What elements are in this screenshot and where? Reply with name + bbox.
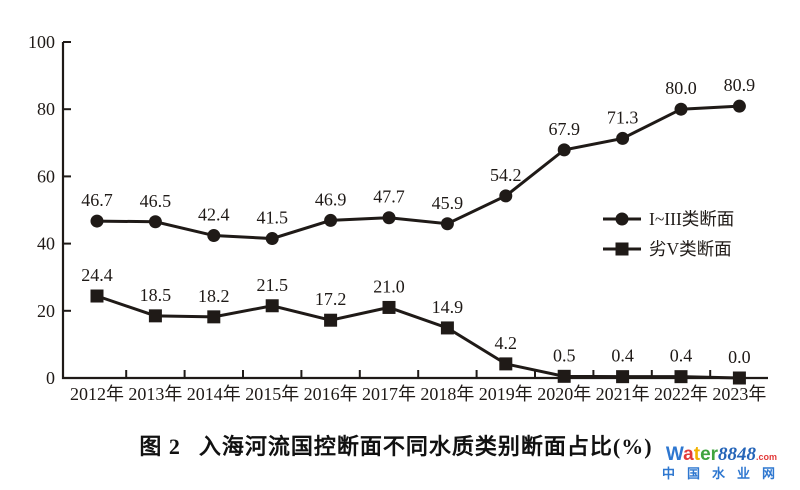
data-label: 24.4 xyxy=(81,265,113,285)
data-point-circle xyxy=(674,102,688,116)
data-point-circle xyxy=(499,189,513,203)
x-tick-label: 2019年 xyxy=(479,384,533,404)
data-label: 71.3 xyxy=(607,107,639,127)
data-point-circle xyxy=(557,143,571,157)
figure-caption: 图 2 入海河流国控断面不同水质类别断面占比(%) xyxy=(0,429,792,461)
x-tick-label: 2022年 xyxy=(654,384,708,404)
data-label: 0.4 xyxy=(611,346,634,366)
data-label: 46.5 xyxy=(140,191,172,211)
watermark-letter: a xyxy=(683,444,694,465)
y-tick-label: 20 xyxy=(37,301,55,321)
data-point-square xyxy=(324,313,338,327)
data-point-square xyxy=(674,370,688,384)
data-label: 54.2 xyxy=(490,165,522,185)
data-point-square xyxy=(90,289,104,303)
x-tick-label: 2016年 xyxy=(304,384,358,404)
watermark-brand-word: Water xyxy=(666,444,718,465)
data-label: 80.0 xyxy=(665,78,697,98)
data-label: 80.9 xyxy=(724,75,756,95)
data-point-square xyxy=(265,299,279,313)
watermark: Water8848.com 中国水业网 xyxy=(649,445,794,480)
data-label: 18.2 xyxy=(198,286,230,306)
data-label: 17.2 xyxy=(315,289,347,309)
legend-marker-circle xyxy=(615,212,629,226)
data-point-square xyxy=(557,369,571,383)
watermark-letter: e xyxy=(700,444,711,465)
figure-caption-text: 入海河流国控断面不同水质类别断面占比(%) xyxy=(198,434,653,459)
data-point-square xyxy=(499,357,513,371)
x-tick-label: 2017年 xyxy=(362,384,416,404)
data-point-circle xyxy=(265,232,279,246)
data-point-circle xyxy=(324,213,338,227)
data-label: 46.9 xyxy=(315,189,347,209)
data-label: 46.7 xyxy=(81,190,113,210)
data-point-square xyxy=(382,300,396,314)
y-tick-label: 60 xyxy=(37,166,55,186)
y-tick-label: 100 xyxy=(28,32,55,52)
figure-caption-label: 图 2 xyxy=(139,434,181,459)
chart-area: 0 20 40 60 80 100 2012年 2013年 2014年 2015年 2016年 201… xyxy=(28,32,768,404)
x-tick-label: 2018年 xyxy=(420,384,474,404)
data-point-square xyxy=(148,309,162,323)
data-point-square xyxy=(732,371,746,385)
y-tick-label: 0 xyxy=(46,368,55,388)
watermark-subtitle: 中国水业网 xyxy=(661,466,787,481)
watermark-letter: W xyxy=(665,444,684,465)
data-point-circle xyxy=(207,229,221,243)
legend-marker-square xyxy=(615,242,629,256)
series-line-square xyxy=(96,294,740,380)
data-label: 21.5 xyxy=(256,275,288,295)
legend-label: I~III类断面 xyxy=(649,209,734,229)
data-point-circle xyxy=(616,131,630,145)
data-point-circle xyxy=(732,99,746,113)
x-tick-label: 2013年 xyxy=(128,384,182,404)
x-tick-label: 2020年 xyxy=(537,384,591,404)
y-tick-label: 80 xyxy=(37,99,55,119)
data-point-circle xyxy=(382,211,396,225)
x-tick-label: 2023年 xyxy=(712,384,766,404)
data-label: 45.9 xyxy=(432,193,464,213)
watermark-brand: Water8848.com xyxy=(649,445,794,464)
data-point-square xyxy=(207,310,221,324)
data-point-circle xyxy=(90,214,104,228)
data-point-square xyxy=(440,321,454,335)
data-label: 4.2 xyxy=(495,333,518,353)
watermark-letter: r xyxy=(710,444,719,465)
watermark-brand-suffix: .com xyxy=(756,452,778,462)
x-tick-label: 2015年 xyxy=(245,384,299,404)
data-label: 0.5 xyxy=(553,345,576,365)
watermark-letter: t xyxy=(693,444,701,465)
data-label: 41.5 xyxy=(256,208,288,228)
series-line-circle xyxy=(96,104,740,241)
data-label: 47.7 xyxy=(373,187,405,207)
data-label: 21.0 xyxy=(373,276,405,296)
x-tick-label: 2014年 xyxy=(187,384,241,404)
data-label: 67.9 xyxy=(548,119,580,139)
data-label: 42.4 xyxy=(198,205,230,225)
x-tick-label: 2021年 xyxy=(596,384,650,404)
data-point-circle xyxy=(440,217,454,231)
watermark-brand-number: 8848 xyxy=(718,444,757,465)
data-label: 0.4 xyxy=(670,346,693,366)
data-label: 14.9 xyxy=(432,297,464,317)
y-tick-label: 40 xyxy=(37,234,55,254)
data-label: 18.5 xyxy=(140,285,172,305)
data-label: 0.0 xyxy=(728,347,751,367)
legend-label: 劣V类断面 xyxy=(649,239,732,259)
data-point-square xyxy=(616,370,630,384)
data-point-circle xyxy=(148,215,162,229)
x-tick-label: 2012年 xyxy=(70,384,124,404)
